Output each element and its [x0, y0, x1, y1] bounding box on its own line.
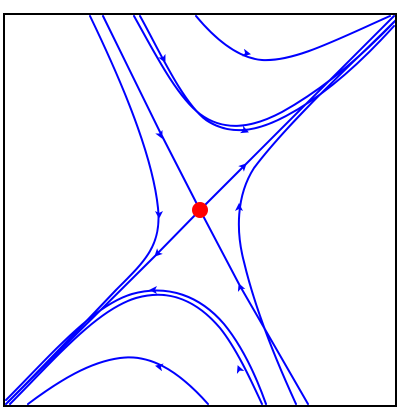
- saddle-equilibrium-point: [192, 202, 208, 218]
- trajectory-bottom-outer: [27, 356, 209, 405]
- plot-frame: [3, 13, 397, 407]
- trajectory-bottom-inner-b: [9, 293, 263, 405]
- trajectory-top-outer: [195, 15, 391, 62]
- trajectory-top-inner-a: [133, 15, 395, 127]
- trajectory-bottom-inner-a: [5, 289, 267, 405]
- trajectory-left: [7, 15, 160, 403]
